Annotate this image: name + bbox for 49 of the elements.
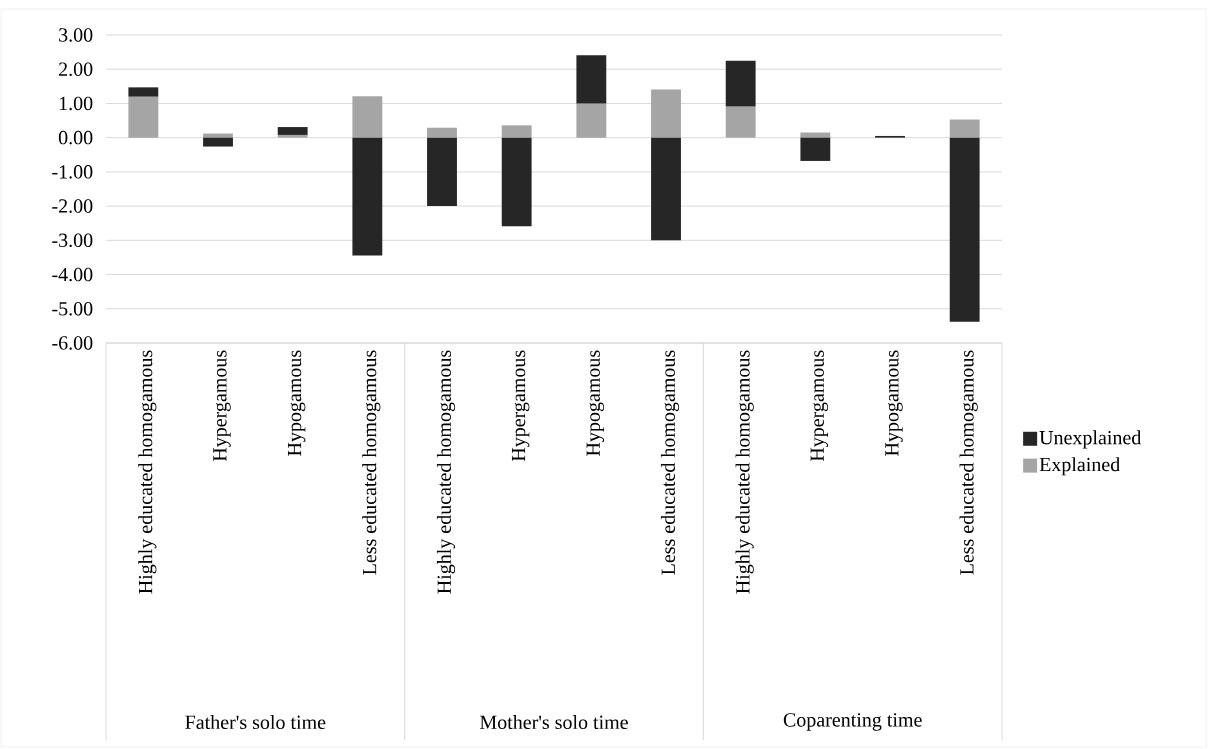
bar (352, 96, 383, 138)
y-tick-label: -1.00 (52, 165, 93, 179)
x-tick-label: Highly educated homogamous (436, 350, 456, 594)
bar (277, 127, 308, 135)
y-tick-label: -4.00 (52, 267, 93, 282)
y-tick-label: 3.00 (59, 28, 93, 42)
y-tick-label: -3.00 (52, 233, 93, 248)
y-tick-label: 0.00 (58, 130, 93, 145)
bar (651, 89, 681, 138)
x-tick-label: Hypergamous (511, 350, 530, 462)
y-tick-label: 1.00 (59, 96, 93, 111)
bar (949, 119, 980, 138)
bar (128, 96, 159, 138)
y-tick-label: -5.00 (52, 301, 93, 316)
y-tick-label: -2.00 (52, 199, 93, 213)
x-tick-label: Hypogamous (287, 350, 306, 456)
x-tick-label: Less educated homogamous (362, 350, 381, 575)
bar (725, 106, 756, 138)
bar (576, 103, 607, 138)
bar (427, 127, 457, 138)
bar (651, 137, 681, 241)
bar (277, 134, 308, 138)
bar (725, 60, 756, 107)
text: Mother's solo time (480, 714, 628, 730)
bar (501, 125, 532, 138)
x-tick-label: Hypogamous (586, 350, 605, 456)
x-tick-label: Highly educated homogamous (138, 350, 157, 594)
bar (501, 137, 532, 227)
bar (128, 87, 159, 97)
y-tick-label: 2.00 (59, 62, 93, 77)
text: Father's solo time (185, 714, 326, 730)
legend-label: Explained (1039, 457, 1120, 476)
x-tick-label: Highly educated homogamous (735, 350, 754, 594)
bar (352, 137, 383, 256)
x-tick-label: Hypogamous (885, 350, 903, 456)
bar (576, 55, 607, 104)
bar (427, 137, 457, 207)
x-tick-label: Hypergamous (810, 350, 829, 462)
x-tick-label: Hypergamous (213, 350, 231, 462)
bar (800, 137, 831, 161)
x-tick-label: Less educated homogamous (959, 350, 978, 575)
bar (800, 132, 831, 138)
y-tick-label: -6.00 (52, 336, 93, 350)
x-tick-label: Less educated homogamous (660, 350, 680, 575)
legend-label: Unexplained (1039, 430, 1142, 449)
bar (203, 137, 233, 147)
bar (203, 133, 233, 138)
bar (949, 137, 980, 322)
text: Coparenting time (783, 713, 922, 731)
